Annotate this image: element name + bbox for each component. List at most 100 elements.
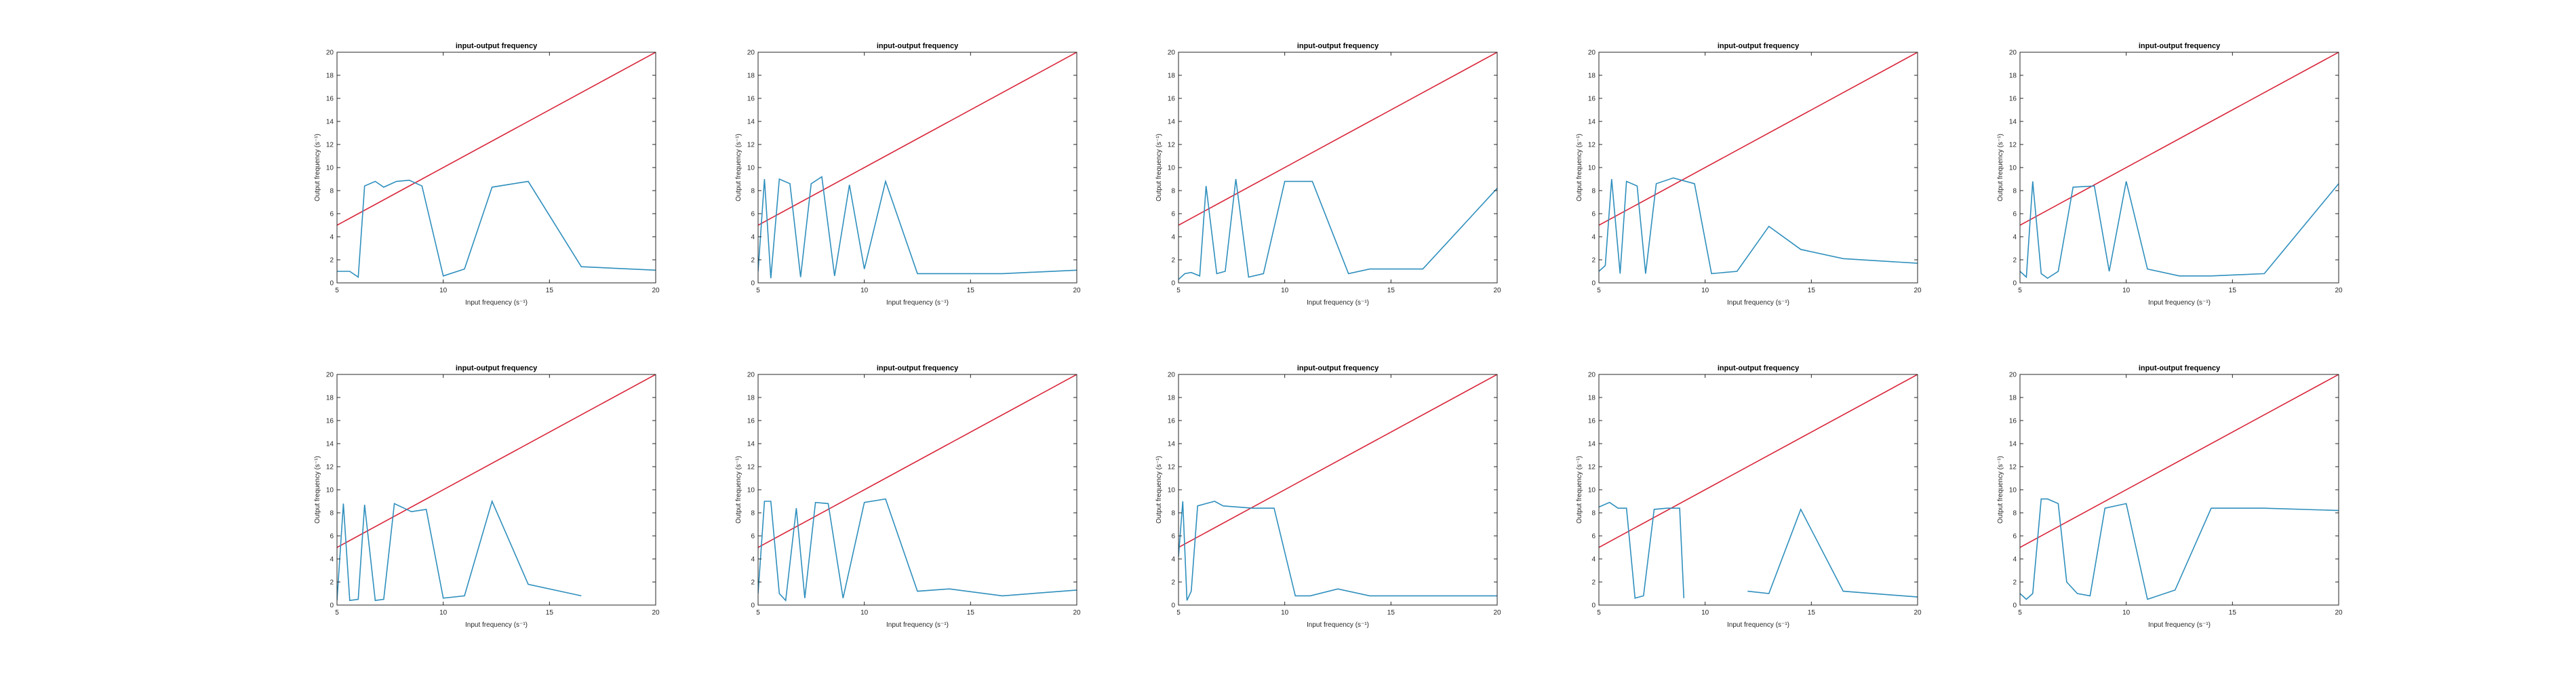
y-tick-label: 14	[1168, 119, 1176, 126]
y-tick-label: 4	[751, 556, 755, 564]
y-tick-label: 14	[2009, 119, 2017, 126]
axes-box	[1598, 52, 1918, 284]
y-tick-label: 20	[747, 372, 755, 379]
y-tick-label: 10	[2009, 487, 2017, 494]
y-tick-label: 6	[330, 533, 334, 541]
x-tick-label: 15	[967, 287, 975, 294]
y-axis-label: Output frequency (s⁻¹)	[1155, 456, 1163, 524]
chart-title: input-output frequency	[2139, 364, 2221, 372]
chart-title: input-output frequency	[1718, 364, 1800, 372]
reference-line	[758, 52, 1077, 226]
y-tick-label: 0	[1591, 602, 1596, 610]
y-tick-label: 8	[330, 188, 334, 195]
y-tick-label: 16	[1168, 96, 1176, 103]
y-tick-label: 14	[747, 441, 755, 448]
y-tick-label: 16	[2009, 96, 2017, 103]
y-tick-label: 2	[2013, 257, 2017, 265]
reference-line	[2020, 52, 2339, 226]
axes-box	[1178, 374, 1498, 606]
y-tick-label: 6	[2013, 211, 2017, 218]
y-tick-label: 16	[2009, 418, 2017, 425]
y-tick-label: 2	[330, 257, 334, 265]
reference-line	[2020, 374, 2339, 548]
x-tick-label: 20	[1914, 609, 1922, 617]
output-frequency-line	[1178, 178, 1497, 280]
y-tick-label: 18	[1168, 73, 1176, 80]
chart-title: input-output frequency	[1297, 364, 1379, 372]
y-tick-label: 12	[747, 142, 755, 149]
x-axis-label: Input frequency (s⁻¹)	[2148, 299, 2211, 307]
x-tick-label: 10	[1701, 609, 1709, 617]
chart-title: input-output frequency	[456, 364, 538, 372]
x-tick-label: 20	[1914, 287, 1922, 294]
y-tick-label: 6	[751, 533, 755, 541]
y-tick-label: 8	[1591, 510, 1596, 518]
x-axis-label: Input frequency (s⁻¹)	[886, 621, 949, 629]
output-frequency-line	[337, 499, 582, 602]
y-tick-label: 0	[2013, 602, 2017, 610]
y-tick-label: 16	[747, 418, 755, 425]
chart-title: input-output frequency	[1718, 42, 1800, 50]
y-tick-label: 14	[326, 119, 334, 126]
output-frequency-line	[758, 176, 1077, 279]
reference-line	[1178, 374, 1497, 548]
x-tick-label: 20	[652, 609, 660, 617]
y-tick-label: 2	[1171, 579, 1175, 587]
y-tick-label: 4	[330, 556, 334, 564]
y-tick-label: 18	[747, 73, 755, 80]
y-tick-label: 8	[751, 188, 755, 195]
y-tick-label: 6	[1171, 211, 1175, 218]
x-axis-label: Input frequency (s⁻¹)	[2148, 621, 2211, 629]
x-tick-label: 20	[2335, 609, 2343, 617]
reference-line	[337, 374, 656, 548]
x-tick-label: 20	[1073, 287, 1081, 294]
y-tick-label: 16	[1588, 418, 1596, 425]
chart-title: input-output frequency	[456, 42, 538, 50]
y-tick-label: 10	[747, 165, 755, 172]
x-tick-label: 20	[1493, 609, 1501, 617]
y-tick-label: 4	[2013, 556, 2017, 564]
y-tick-label: 10	[326, 165, 334, 172]
axes-box	[2019, 52, 2339, 284]
x-tick-label: 15	[1808, 287, 1816, 294]
y-tick-label: 2	[1591, 257, 1596, 265]
y-tick-label: 8	[2013, 188, 2017, 195]
output-frequency-line	[1599, 501, 1918, 599]
x-axis-label: Input frequency (s⁻¹)	[1307, 621, 1369, 629]
y-tick-label: 16	[326, 418, 334, 425]
chart-title: input-output frequency	[1297, 42, 1379, 50]
chart-title: input-output frequency	[877, 42, 959, 50]
x-axis-label: Input frequency (s⁻¹)	[465, 299, 528, 307]
x-tick-label: 20	[652, 287, 660, 294]
y-tick-label: 4	[1591, 234, 1596, 241]
y-tick-label: 20	[1168, 50, 1176, 57]
y-tick-label: 2	[330, 579, 334, 587]
chart-panel-8: 5 10 15 20 0 2 4 6 8 10 12 14 16 18 20 input-output fre…	[1155, 364, 1501, 629]
y-tick-label: 12	[1588, 464, 1596, 471]
x-tick-label: 10	[860, 609, 869, 617]
x-tick-label: 10	[439, 287, 448, 294]
y-tick-label: 4	[1591, 556, 1596, 564]
chart-panel-10: 5 10 15 20 0 2 4 6 8 10 12 14 16 18 20 input-output fre…	[1997, 364, 2343, 629]
y-tick-label: 8	[1591, 188, 1596, 195]
x-tick-label: 15	[546, 609, 554, 617]
reference-line	[1178, 52, 1497, 226]
y-tick-label: 8	[1171, 510, 1175, 518]
y-tick-label: 20	[326, 50, 334, 57]
y-tick-label: 10	[1168, 165, 1176, 172]
y-tick-label: 20	[2009, 372, 2017, 379]
reference-line	[758, 374, 1077, 548]
chart-panel-7: 5 10 15 20 0 2 4 6 8 10 12 14 16 18 20 input-output fre…	[735, 364, 1081, 629]
y-tick-label: 4	[1171, 556, 1175, 564]
y-tick-label: 6	[1591, 211, 1596, 218]
y-tick-label: 18	[1588, 73, 1596, 80]
x-tick-label: 10	[2122, 287, 2131, 294]
x-tick-label: 10	[1281, 287, 1289, 294]
y-tick-label: 16	[1588, 96, 1596, 103]
y-tick-label: 0	[1591, 280, 1596, 288]
y-tick-label: 20	[1588, 50, 1596, 57]
x-axis-label: Input frequency (s⁻¹)	[886, 299, 949, 307]
y-axis-label: Output frequency (s⁻¹)	[735, 456, 742, 524]
reference-line	[1599, 374, 1918, 548]
y-tick-label: 0	[330, 280, 334, 288]
